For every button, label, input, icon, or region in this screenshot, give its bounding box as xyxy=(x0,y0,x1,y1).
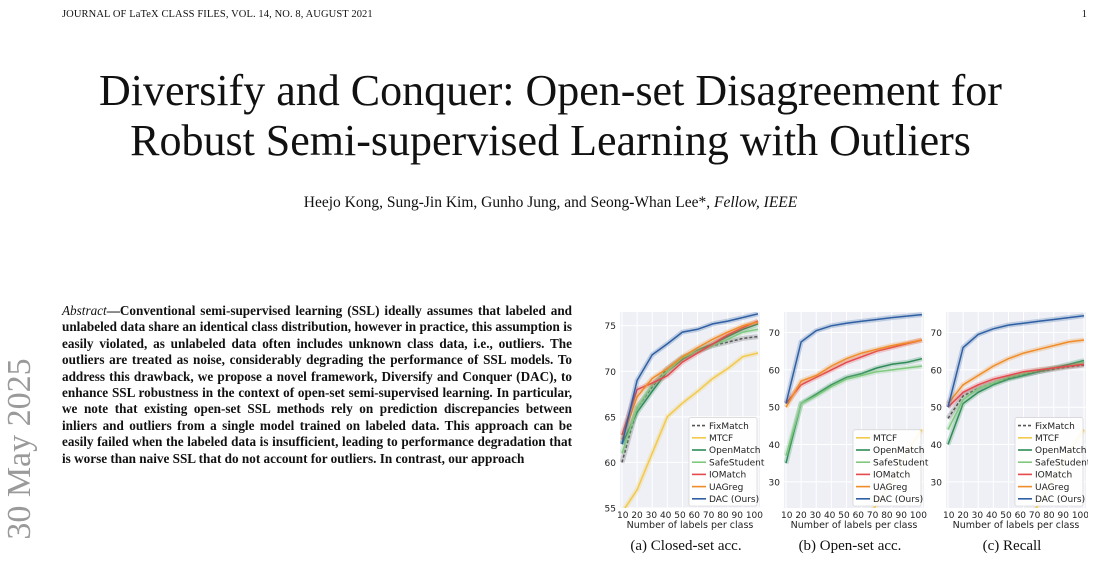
chart-panel-1: 55 60 65 70 75 10 20 30 40 50 60 70 80 90 100… xyxy=(605,312,765,531)
results-figure-svg: 55 60 65 70 75 10 20 30 40 50 60 70 80 90 100… xyxy=(605,312,1088,531)
chart-legend: MTCF OpenMatch SafeStudent IOMatch UAGreg DAC… xyxy=(852,429,929,507)
y-tick-label: 50 xyxy=(769,404,781,414)
series-line-fixmatch xyxy=(947,364,1085,419)
chart-panel-3: 30 40 50 60 70 10 20 30 40 50 60 70 80 90 100… xyxy=(931,312,1088,531)
y-tick-label: 55 xyxy=(605,505,616,515)
abstract: Abstract—Conventional semi-supervised le… xyxy=(62,303,572,467)
legend-label: UAGreg xyxy=(873,483,907,493)
y-tick-label: 60 xyxy=(769,366,781,376)
legend-label: IOMatch xyxy=(1035,471,1072,481)
chart-panel-2: 30 40 50 60 70 10 20 30 40 50 60 70 80 90 100… xyxy=(769,312,929,531)
series-line-openmatch xyxy=(785,357,923,464)
x-tick-labels: 10 20 30 40 50 60 70 80 90 100 xyxy=(781,511,927,521)
legend-label: MTCF xyxy=(709,434,733,444)
title-line-1: Diversify and Conquer: Open-set Disagree… xyxy=(99,66,1002,115)
series-line-dac-ours xyxy=(621,313,759,445)
legend-label: FixMatch xyxy=(709,422,749,432)
y-tick-label: 65 xyxy=(605,413,616,423)
y-tick-label: 60 xyxy=(605,459,617,469)
series-line-mtcf xyxy=(624,352,759,508)
running-head: JOURNAL OF LaTeX CLASS FILES, VOL. 14, N… xyxy=(62,9,373,20)
title-line-2: Robust Semi-supervised Learning with Out… xyxy=(130,116,971,165)
series-line-safestudent xyxy=(785,365,923,456)
caption-c: (c) Recall xyxy=(982,538,1042,554)
legend-label: SafeStudent xyxy=(709,458,765,468)
series-line-openmatch xyxy=(947,359,1085,445)
chart-legend: FixMatch MTCF OpenMatch SafeStudent IOMatch U… xyxy=(1014,417,1088,507)
legend-label: IOMatch xyxy=(873,471,910,481)
y-tick-label: 40 xyxy=(931,441,943,451)
arxiv-date-stamp: 30 May 2025 xyxy=(1,358,38,540)
legend-label: MTCF xyxy=(873,434,897,444)
y-tick-label: 70 xyxy=(769,329,781,339)
y-tick-label: 70 xyxy=(931,329,943,339)
legend-label: UAGreg xyxy=(1035,483,1069,493)
legend-label: DAC (Ours) xyxy=(873,495,923,505)
page-number: 1 xyxy=(1081,9,1087,20)
series-line-uagreg xyxy=(621,321,759,440)
author-names: Heejo Kong, Sung-Jin Kim, Gunho Jung, an… xyxy=(303,194,715,211)
series-line-safestudent xyxy=(621,328,759,454)
legend-label: IOMatch xyxy=(709,471,746,481)
x-tick-labels: 10 20 30 40 50 60 70 80 90 100 xyxy=(943,511,1088,521)
legend-label: OpenMatch xyxy=(1035,446,1087,456)
legend-label: FixMatch xyxy=(1035,422,1075,432)
x-axis-label: Number of labels per class xyxy=(627,520,754,531)
y-tick-label: 30 xyxy=(931,478,943,488)
y-tick-label: 50 xyxy=(931,404,943,414)
y-tick-label: 70 xyxy=(605,368,617,378)
abstract-label: Abstract xyxy=(62,303,107,318)
author-fellow-title: Fellow, IEEE xyxy=(714,194,798,211)
y-tick-label: 75 xyxy=(605,322,616,332)
series-line-iomatch xyxy=(785,339,923,404)
results-figure: 55 60 65 70 75 10 20 30 40 50 60 70 80 90 100… xyxy=(596,308,1088,570)
series-line-fixmatch xyxy=(621,335,759,463)
x-axis-label: Number of labels per class xyxy=(953,520,1080,531)
caption-b: (b) Open-set acc. xyxy=(798,538,902,554)
abstract-text: —Conventional semi-supervised learning (… xyxy=(62,303,572,466)
series-line-dac-ours xyxy=(785,313,923,404)
y-tick-label: 40 xyxy=(769,441,781,451)
paper-title: Diversify and Conquer: Open-set Disagree… xyxy=(0,66,1101,166)
series-line-iomatch xyxy=(947,363,1085,408)
y-tick-label: 30 xyxy=(769,478,781,488)
chart-legend: FixMatch MTCF OpenMatch SafeStudent IOMatch U… xyxy=(688,417,765,507)
legend-label: DAC (Ours) xyxy=(1035,495,1085,505)
legend-label: DAC (Ours) xyxy=(709,495,759,505)
caption-a: (a) Closed-set acc. xyxy=(630,538,742,554)
legend-label: OpenMatch xyxy=(709,446,761,456)
legend-label: MTCF xyxy=(1035,434,1059,444)
author-line: Heejo Kong, Sung-Jin Kim, Gunho Jung, an… xyxy=(0,194,1101,212)
x-tick-labels: 10 20 30 40 50 60 70 80 90 100 xyxy=(617,511,763,521)
legend-label: SafeStudent xyxy=(873,458,929,468)
series-line-dac-ours xyxy=(947,314,1085,408)
legend-label: OpenMatch xyxy=(873,446,925,456)
y-tick-label: 60 xyxy=(931,366,943,376)
series-line-uagreg xyxy=(947,339,1085,404)
legend-label: SafeStudent xyxy=(1035,458,1088,468)
series-line-iomatch xyxy=(621,320,759,436)
series-line-uagreg xyxy=(785,339,923,408)
legend-label: UAGreg xyxy=(709,483,743,493)
x-axis-label: Number of labels per class xyxy=(791,520,918,531)
